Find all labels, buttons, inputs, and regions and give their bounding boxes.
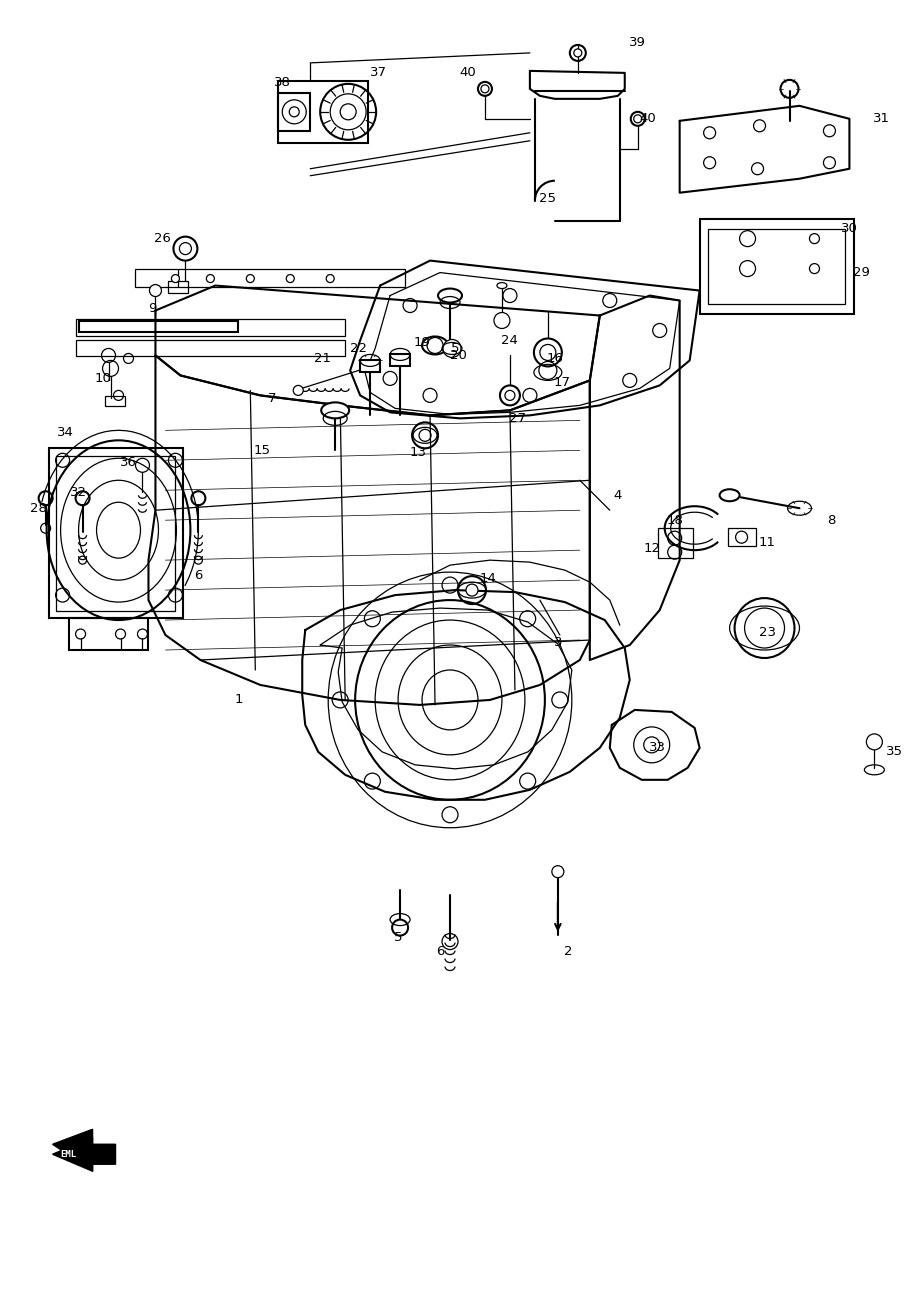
Text: 8: 8 xyxy=(826,514,834,527)
Text: 36: 36 xyxy=(120,456,137,469)
Circle shape xyxy=(809,233,819,244)
Text: 40: 40 xyxy=(639,113,655,126)
Bar xyxy=(657,528,692,558)
Bar xyxy=(707,228,845,304)
Text: 37: 37 xyxy=(369,67,386,80)
Text: 7: 7 xyxy=(267,392,277,405)
Text: 29: 29 xyxy=(852,266,868,279)
Text: 21: 21 xyxy=(313,351,330,364)
Circle shape xyxy=(809,264,819,274)
Bar xyxy=(359,361,380,372)
Text: 6: 6 xyxy=(194,569,202,582)
Text: 13: 13 xyxy=(409,446,426,459)
Circle shape xyxy=(391,919,408,936)
Bar xyxy=(75,341,345,357)
Text: 38: 38 xyxy=(274,76,290,89)
Circle shape xyxy=(293,385,303,396)
Circle shape xyxy=(113,391,123,400)
Text: 35: 35 xyxy=(885,746,902,758)
Text: 22: 22 xyxy=(349,342,367,355)
Text: 34: 34 xyxy=(57,426,74,439)
Bar xyxy=(135,269,404,287)
Text: 17: 17 xyxy=(552,376,570,389)
Bar xyxy=(727,528,754,547)
Text: 10: 10 xyxy=(94,372,111,385)
Circle shape xyxy=(739,261,754,277)
Text: 16: 16 xyxy=(546,351,562,364)
Bar xyxy=(78,320,238,333)
Text: 25: 25 xyxy=(539,193,556,206)
Circle shape xyxy=(866,734,881,750)
Circle shape xyxy=(246,274,254,283)
Bar xyxy=(168,281,188,292)
Bar xyxy=(278,81,368,143)
Bar xyxy=(278,93,310,131)
Ellipse shape xyxy=(321,402,349,418)
Text: 32: 32 xyxy=(70,486,87,498)
Bar xyxy=(69,617,148,650)
Ellipse shape xyxy=(496,283,506,288)
Circle shape xyxy=(735,531,747,543)
Text: 31: 31 xyxy=(872,113,889,126)
Text: 18: 18 xyxy=(665,514,683,527)
Circle shape xyxy=(174,236,198,261)
Text: 2: 2 xyxy=(563,945,572,958)
Text: 24: 24 xyxy=(501,334,517,347)
Polygon shape xyxy=(52,1137,116,1171)
Text: 40: 40 xyxy=(460,67,476,80)
Text: 15: 15 xyxy=(254,444,270,456)
Circle shape xyxy=(286,274,294,283)
Bar xyxy=(698,219,854,313)
Circle shape xyxy=(481,85,488,93)
Bar xyxy=(55,456,176,611)
Circle shape xyxy=(289,106,299,117)
Circle shape xyxy=(326,274,334,283)
Text: 27: 27 xyxy=(509,412,526,425)
Circle shape xyxy=(573,49,581,56)
Ellipse shape xyxy=(719,489,739,501)
Circle shape xyxy=(466,585,478,597)
Text: 4: 4 xyxy=(613,489,621,502)
Circle shape xyxy=(633,115,641,123)
Circle shape xyxy=(505,391,515,400)
Circle shape xyxy=(206,274,214,283)
Circle shape xyxy=(533,338,562,367)
Bar xyxy=(390,354,410,367)
Text: 3: 3 xyxy=(553,636,562,649)
Text: 33: 33 xyxy=(649,741,665,754)
Text: 28: 28 xyxy=(30,502,47,515)
Circle shape xyxy=(494,312,509,329)
Text: 39: 39 xyxy=(629,37,645,50)
Text: 19: 19 xyxy=(414,336,430,349)
Polygon shape xyxy=(52,1129,93,1171)
Circle shape xyxy=(739,231,754,246)
Text: 30: 30 xyxy=(840,222,857,235)
Text: 5: 5 xyxy=(450,342,459,355)
Bar xyxy=(105,396,124,406)
Text: 11: 11 xyxy=(758,536,776,549)
Text: 1: 1 xyxy=(233,694,243,707)
Circle shape xyxy=(171,274,179,283)
Circle shape xyxy=(149,284,161,296)
Text: 14: 14 xyxy=(479,572,496,585)
Text: 26: 26 xyxy=(153,232,171,245)
Circle shape xyxy=(443,340,460,358)
Text: 23: 23 xyxy=(758,625,776,638)
Bar xyxy=(49,448,183,617)
Bar xyxy=(75,319,345,337)
Text: 5: 5 xyxy=(393,931,402,944)
Ellipse shape xyxy=(437,288,461,303)
Text: 20: 20 xyxy=(449,349,466,362)
Text: 9: 9 xyxy=(148,302,156,315)
Text: EML: EML xyxy=(61,1150,76,1159)
Circle shape xyxy=(551,865,563,877)
Text: 6: 6 xyxy=(436,945,444,958)
Text: 12: 12 xyxy=(642,541,660,555)
